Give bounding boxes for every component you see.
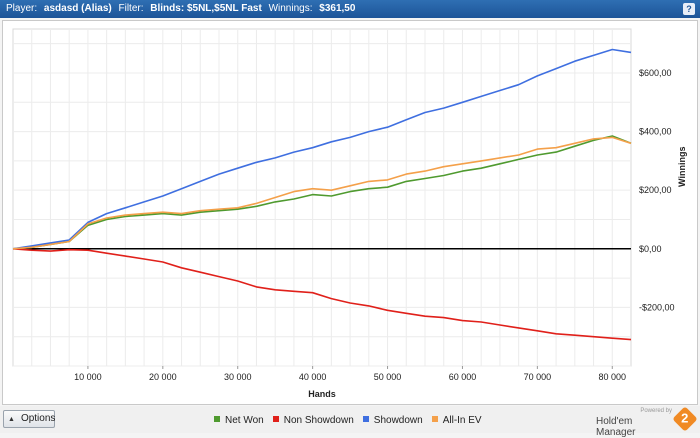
series-line-showdown [12, 48, 632, 250]
bottom-bar: ▲ Options Net Won Non Showdown Showdown All-… [0, 406, 700, 438]
winnings-value: $361,50 [319, 3, 356, 14]
x-tick-label: 10 000 [74, 372, 102, 382]
collapse-arrow-icon: ▲ [8, 416, 15, 423]
y-tick-label: $200,00 [639, 185, 672, 195]
legend-item[interactable]: All-In EV [431, 415, 482, 426]
series-line-net-won [12, 135, 632, 250]
hem-logo-icon: 2 [672, 406, 698, 432]
series-line-non-showdown [12, 248, 632, 341]
legend-item[interactable]: Showdown [362, 415, 423, 426]
brand: Powered by Hold'em Manager 2 [596, 406, 698, 438]
legend-swatch [431, 416, 438, 423]
options-button[interactable]: ▲ Options [3, 410, 55, 428]
x-tick-label: 50 000 [374, 372, 402, 382]
legend-label: Showdown [373, 415, 423, 426]
player-value: asdasd (Alias) [43, 3, 112, 14]
brand-name: Hold'em Manager [596, 416, 636, 438]
y-axis-label: Winnings [677, 147, 687, 187]
winnings-label: Winnings: [268, 3, 313, 14]
title-bar: Player: asdasd (Alias) Filter: Blinds: $… [0, 0, 700, 18]
y-tick-label: $600,00 [639, 68, 672, 78]
x-tick-label: 60 000 [449, 372, 477, 382]
chart-panel: 10 000 20 000 30 000 40 000 50 000 60 000 70 0… [2, 20, 698, 405]
y-tick-label: $400,00 [639, 127, 672, 137]
x-tick-label: 30 000 [224, 372, 252, 382]
help-button[interactable]: ? [683, 3, 695, 15]
x-tick-label: 70 000 [524, 372, 552, 382]
winnings-chart: 10 000 20 000 30 000 40 000 50 000 60 000 70 0… [12, 28, 687, 399]
series-line-all-in-ev [12, 136, 632, 250]
legend-label: Non Showdown [283, 415, 354, 426]
legend-swatch [214, 416, 220, 423]
player-label: Player: [6, 3, 38, 14]
legend-swatch [362, 416, 369, 423]
plot-area [12, 28, 632, 367]
legend-swatch [272, 416, 279, 423]
brand-logo-text: 2 [681, 410, 689, 426]
x-tick-label: 20 000 [149, 372, 177, 382]
powered-by-text: Powered by [640, 408, 672, 414]
chart-legend: Net Won Non Showdown Showdown All-In EV [214, 415, 491, 426]
filter-value: Blinds: $5NL,$5NL Fast [150, 3, 262, 14]
x-axis-label: Hands [308, 389, 336, 399]
filter-label: Filter: [118, 3, 144, 14]
options-label: Options [20, 413, 56, 424]
legend-item[interactable]: Non Showdown [272, 415, 354, 426]
x-tick-label: 80 000 [599, 372, 627, 382]
y-tick-label: -$200,00 [639, 302, 675, 312]
legend-label: Net Won [225, 415, 264, 426]
x-tick-label: 40 000 [299, 372, 327, 382]
legend-item[interactable]: Net Won [214, 415, 264, 426]
y-tick-label: $0,00 [639, 244, 662, 254]
legend-label: All-In EV [442, 415, 482, 426]
